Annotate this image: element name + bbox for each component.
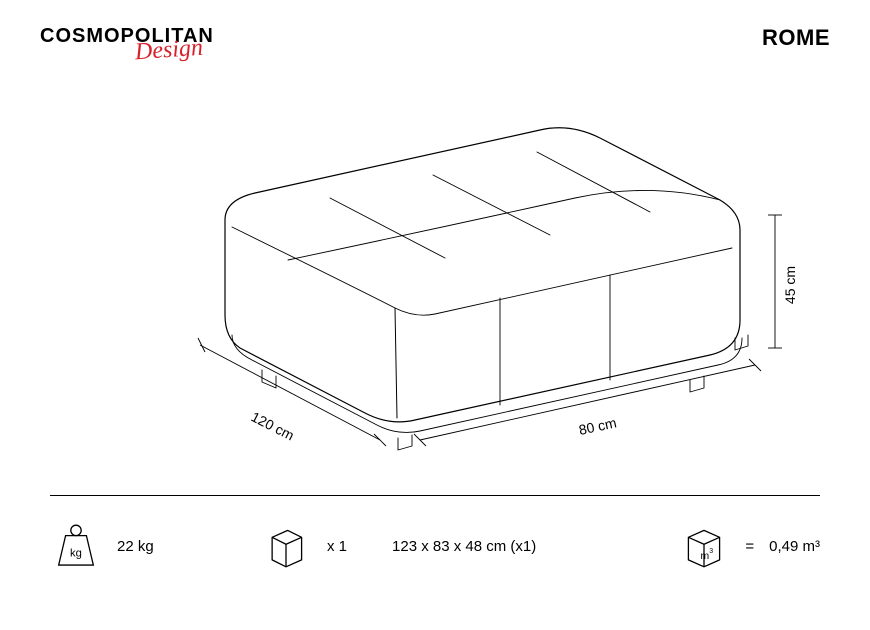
brand-logo: COSMOPOLITAN Design	[40, 25, 214, 48]
svg-text:m: m	[701, 551, 710, 562]
volume-prefix: =	[745, 538, 754, 555]
package-size: 123 x 83 x 48 cm (x1)	[392, 538, 536, 555]
specs-row: kg 22 kg x 1 123 x 83 x 48 cm (x1) m 3 =	[50, 520, 820, 572]
weight-icon: kg	[50, 520, 102, 572]
brand-script: Design	[134, 35, 204, 67]
spec-volume: m 3 = 0,49 m³	[678, 520, 820, 572]
package-count: x 1	[327, 538, 347, 555]
weight-value: 22 kg	[117, 538, 154, 555]
height-label: 45 cm	[782, 266, 798, 304]
volume-icon: m 3	[678, 520, 730, 572]
spec-weight: kg 22 kg	[50, 520, 260, 572]
box-icon	[260, 520, 312, 572]
width-label: 120 cm	[249, 408, 297, 443]
svg-text:kg: kg	[70, 547, 82, 559]
depth-label: 80 cm	[577, 414, 618, 438]
header: COSMOPOLITAN Design ROME	[40, 25, 830, 51]
svg-text:3: 3	[710, 548, 714, 555]
ottoman-drawing: 120 cm 80 cm 45 cm	[0, 90, 870, 470]
spec-packaging: x 1 123 x 83 x 48 cm (x1)	[260, 520, 678, 572]
divider-line	[50, 495, 820, 496]
product-name: ROME	[762, 25, 830, 51]
volume-value: 0,49 m³	[769, 538, 820, 555]
